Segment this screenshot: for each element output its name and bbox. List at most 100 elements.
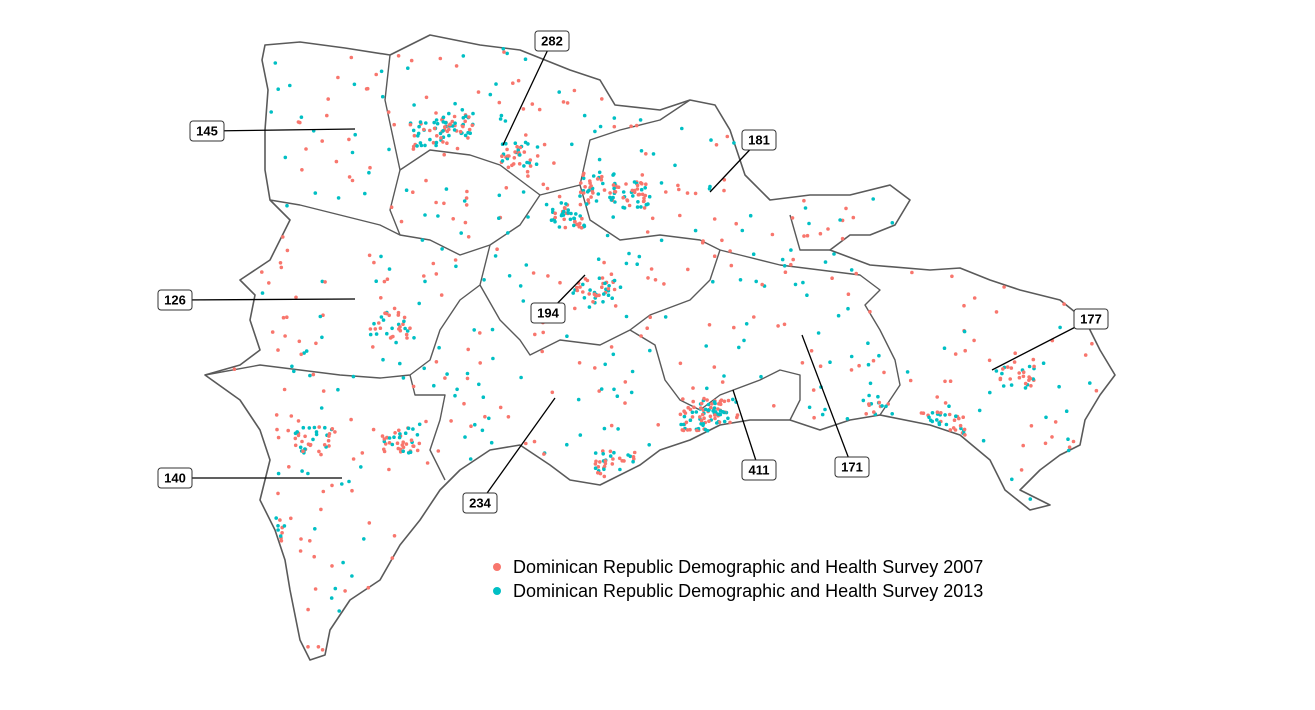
survey-point	[381, 318, 386, 322]
survey-point	[609, 423, 614, 428]
survey-point	[623, 380, 628, 384]
survey-point	[573, 220, 577, 224]
survey-point	[326, 438, 331, 443]
survey-point	[349, 417, 353, 422]
survey-point	[372, 321, 376, 326]
border	[629, 329, 801, 421]
survey-point	[751, 252, 756, 256]
survey-point	[577, 361, 582, 365]
survey-point	[695, 428, 699, 433]
survey-point	[595, 177, 600, 181]
survey-point	[582, 223, 586, 228]
survey-point	[1002, 285, 1006, 289]
survey-point	[621, 190, 626, 194]
survey-point	[572, 223, 576, 228]
survey-point	[452, 114, 457, 119]
survey-point	[685, 428, 690, 432]
survey-point	[597, 276, 602, 281]
survey-point	[807, 221, 811, 226]
survey-point	[411, 190, 415, 194]
border	[409, 374, 446, 481]
survey-point	[728, 249, 732, 253]
survey-point	[583, 277, 588, 281]
region-count: 282	[541, 34, 563, 49]
survey-point	[526, 174, 530, 178]
survey-point	[432, 126, 437, 131]
survey-point	[404, 442, 409, 446]
survey-point	[505, 51, 510, 56]
survey-point	[379, 254, 383, 259]
survey-point	[882, 370, 886, 375]
survey-point	[994, 369, 999, 373]
survey-point	[627, 203, 632, 208]
survey-point	[612, 287, 617, 292]
survey-point	[516, 148, 521, 152]
survey-point	[405, 329, 410, 333]
survey-point	[952, 418, 957, 423]
survey-point	[528, 158, 533, 162]
survey-point	[963, 433, 967, 437]
survey-point	[602, 467, 606, 472]
survey-point	[468, 131, 473, 135]
survey-point	[578, 214, 582, 218]
survey-point	[296, 419, 301, 423]
survey-point	[740, 228, 745, 233]
survey-point	[601, 181, 605, 186]
region-count: 171	[841, 460, 863, 475]
label-box	[741, 129, 777, 151]
survey-point	[418, 141, 423, 145]
survey-point	[350, 488, 354, 493]
survey-point	[408, 122, 413, 127]
survey-point	[981, 438, 986, 443]
survey-point	[317, 449, 321, 454]
survey-point	[371, 345, 375, 349]
survey-point	[998, 376, 1003, 381]
survey-point	[586, 198, 590, 202]
survey-point	[593, 462, 598, 466]
survey-point	[478, 361, 483, 365]
survey-point	[608, 191, 612, 195]
border	[479, 184, 721, 356]
survey-point	[374, 332, 379, 336]
survey-point	[498, 117, 503, 121]
survey-point	[312, 425, 317, 430]
survey-point	[566, 211, 570, 215]
survey-point	[510, 163, 514, 168]
survey-point	[580, 216, 584, 221]
survey-point	[518, 153, 522, 157]
survey-point	[935, 418, 939, 422]
survey-point	[281, 315, 286, 320]
survey-point	[541, 330, 545, 335]
survey-point	[1009, 366, 1014, 370]
survey-point	[276, 524, 280, 528]
survey-point	[447, 111, 451, 116]
survey-point	[276, 471, 281, 476]
survey-point	[471, 111, 475, 116]
survey-point	[518, 284, 523, 288]
survey-point	[568, 217, 573, 222]
survey-point	[591, 174, 596, 178]
survey-point	[366, 585, 371, 590]
survey-point	[708, 184, 712, 189]
survey-point	[1023, 381, 1028, 386]
survey-point	[600, 97, 604, 101]
survey-point	[962, 427, 967, 432]
survey-point	[611, 215, 615, 219]
survey-point	[609, 272, 614, 277]
survey-point	[943, 401, 948, 405]
survey-point	[603, 461, 608, 466]
survey-point	[381, 357, 385, 362]
survey-point	[644, 182, 648, 186]
survey-point	[329, 596, 334, 600]
survey-point	[276, 348, 280, 352]
survey-point	[618, 285, 623, 290]
survey-point	[301, 449, 305, 454]
survey-point	[306, 607, 310, 612]
survey-point	[298, 445, 303, 450]
legend: Dominican Republic Demographic and Healt…	[493, 557, 983, 601]
survey-point	[432, 383, 436, 388]
survey-point	[589, 195, 593, 199]
survey-point	[260, 270, 264, 274]
survey-point	[353, 132, 358, 137]
survey-point	[717, 402, 721, 406]
